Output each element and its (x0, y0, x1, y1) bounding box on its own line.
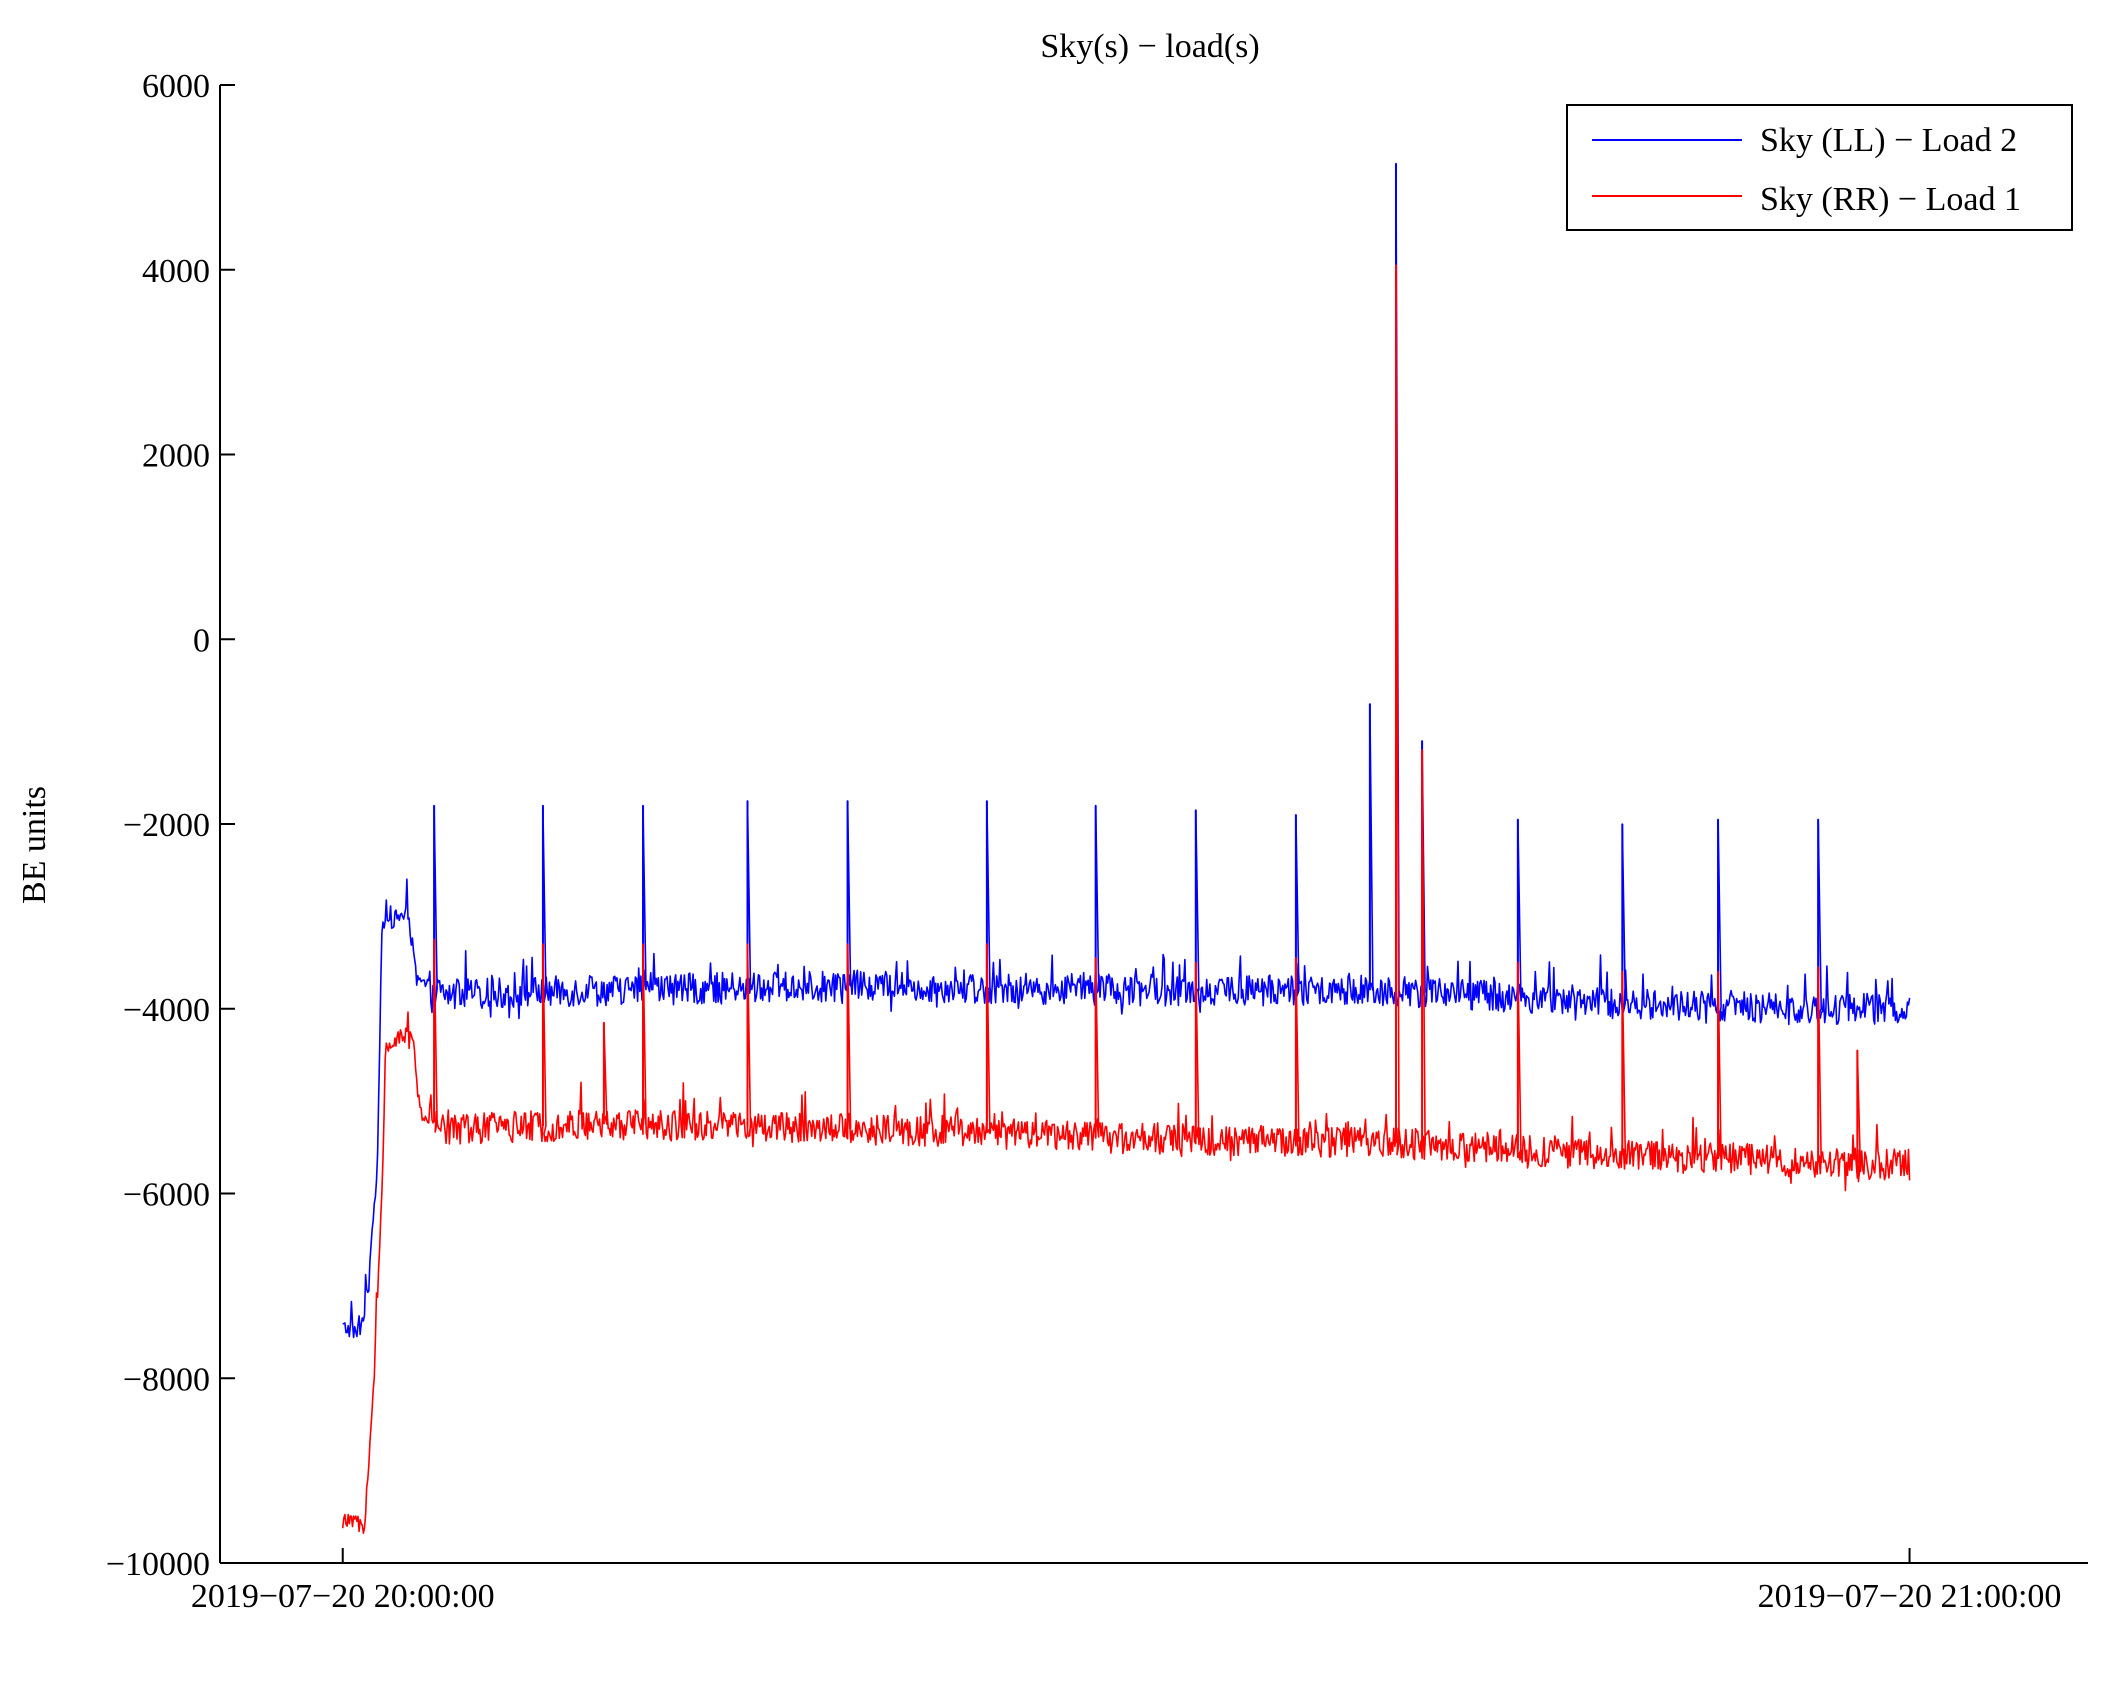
x-tick-label: 2019−07−20 20:00:00 (191, 1578, 495, 1615)
y-tick-label: −10000 (106, 1546, 210, 1583)
y-tick-label: −4000 (123, 992, 210, 1029)
legend: Sky (LL) − Load 2 Sky (RR) − Load 1 (1566, 104, 2073, 231)
legend-label-sky-rr: Sky (RR) − Load 1 (1760, 181, 2021, 218)
chart-title: Sky(s) − load(s) (1040, 28, 1259, 65)
legend-label-sky-ll: Sky (LL) − Load 2 (1760, 122, 2017, 159)
y-tick-label: 0 (193, 622, 210, 659)
y-tick-label: 6000 (142, 68, 210, 105)
y-ticks: 6000 4000 2000 0 −2000 −4000 −6000 −8000 −10000 (106, 68, 235, 1583)
x-tick-label: 2019−07−20 21:00:00 (1758, 1578, 2062, 1615)
y-tick-label: 2000 (142, 438, 210, 475)
x-ticks: 2019−07−20 20:00:00 2019−07−20 21:00:00 (191, 1548, 2062, 1615)
y-tick-label: −2000 (123, 807, 210, 844)
y-tick-label: −6000 (123, 1177, 210, 1214)
y-axis-title: BE units (16, 786, 53, 904)
series-line-0 (342, 162, 1911, 1339)
y-tick-label: −8000 (123, 1361, 210, 1398)
legend-box (1566, 104, 2073, 231)
y-tick-label: 4000 (142, 253, 210, 290)
series-layer (341, 162, 1911, 1534)
series-line-1 (341, 264, 1911, 1534)
